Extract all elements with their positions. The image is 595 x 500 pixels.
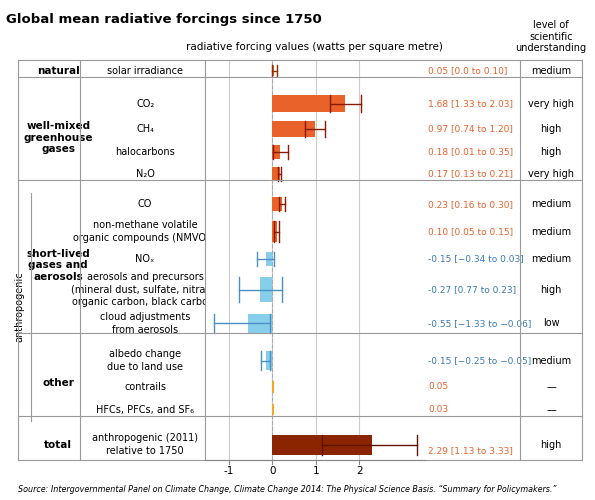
Text: solar irradiance: solar irradiance [107,66,183,76]
Text: 0: 0 [269,466,275,476]
Text: 0.05 [0.0 to 0.10]: 0.05 [0.0 to 0.10] [428,66,508,76]
Text: medium: medium [531,66,571,76]
Text: short-lived
gases and
aerosols: short-lived gases and aerosols [26,249,90,282]
Text: 0.10 [0.05 to 0.15]: 0.10 [0.05 to 0.15] [428,227,513,236]
Bar [261,276,273,302]
Text: high: high [540,440,562,450]
Text: high: high [540,147,562,157]
Text: 0.97 [0.74 to 1.20]: 0.97 [0.74 to 1.20] [428,124,513,134]
Bar [273,166,280,181]
Bar [273,221,277,242]
Text: medium: medium [531,200,571,209]
Text: very high: very high [528,98,574,108]
Text: 0.23 [0.16 to 0.30]: 0.23 [0.16 to 0.30] [428,200,513,209]
Text: contrails: contrails [124,382,166,392]
Bar [248,314,273,332]
Text: HFCs, PFCs, and SF₆: HFCs, PFCs, and SF₆ [96,404,194,414]
Bar [273,381,274,393]
Text: non-methane volatile
organic compounds (NMVOC): non-methane volatile organic compounds (… [73,220,217,243]
Text: halocarbons: halocarbons [115,147,175,157]
Bar [266,352,273,370]
Text: -0.15 [−0.34 to 0.03]: -0.15 [−0.34 to 0.03] [428,254,524,264]
Text: albedo change
due to land use: albedo change due to land use [107,350,183,372]
Text: 1: 1 [312,466,319,476]
Text: -0.27 [0.77 to 0.23]: -0.27 [0.77 to 0.23] [428,285,516,294]
Text: NOₓ: NOₓ [136,254,155,264]
Text: very high: very high [528,168,574,178]
Text: low: low [543,318,559,328]
Text: medium: medium [531,356,571,366]
Bar [273,121,315,136]
Text: Source: Intergovernmental Panel on Climate Change, Climate Change 2014: The Phys: Source: Intergovernmental Panel on Clima… [18,485,556,494]
Text: natural: natural [37,66,80,76]
Text: cloud adjustments
from aerosols: cloud adjustments from aerosols [100,312,190,334]
Text: aerosols and precursors
(mineral dust, sulfate, nitrate,
organic carbon, black c: aerosols and precursors (mineral dust, s… [71,272,219,307]
Bar [273,95,346,112]
Text: total: total [44,440,73,450]
Text: 0.03: 0.03 [428,405,449,414]
Text: 0.17 [0.13 to 0.21]: 0.17 [0.13 to 0.21] [428,169,513,178]
Text: CO: CO [138,200,152,209]
Text: 1.68 [1.33 to 2.03]: 1.68 [1.33 to 2.03] [428,99,513,108]
Text: 0.18 [0.01 to 0.35]: 0.18 [0.01 to 0.35] [428,148,513,156]
Text: N₂O: N₂O [136,168,155,178]
Bar [273,197,282,212]
Text: -0.15 [−0.25 to −0.05]: -0.15 [−0.25 to −0.05] [428,356,532,365]
Text: 2.29 [1.13 to 3.33]: 2.29 [1.13 to 3.33] [428,446,513,455]
Text: high: high [540,284,562,294]
Bar [266,252,273,266]
Bar [273,404,274,415]
Text: level of
scientific
understanding: level of scientific understanding [515,20,587,53]
Text: —: — [546,404,556,414]
Text: anthropogenic: anthropogenic [15,272,24,342]
Text: -0.55 [−1.33 to −0.06]: -0.55 [−1.33 to −0.06] [428,319,532,328]
Text: CH₄: CH₄ [136,124,154,134]
Bar [273,435,372,454]
Text: Global mean radiative forcings since 1750: Global mean radiative forcings since 175… [6,12,322,26]
Text: well-mixed
greenhouse
gases: well-mixed greenhouse gases [24,121,93,154]
Text: CO₂: CO₂ [136,98,154,108]
Text: medium: medium [531,226,571,236]
Text: 0.05: 0.05 [428,382,449,392]
Text: radiative forcing values (watts per square metre): radiative forcing values (watts per squa… [186,42,443,52]
Text: —: — [546,382,556,392]
Bar [273,66,274,76]
Text: 2: 2 [356,466,363,476]
Text: high: high [540,124,562,134]
Bar [273,144,280,159]
Text: other: other [42,378,74,388]
Text: anthropogenic (2011)
relative to 1750: anthropogenic (2011) relative to 1750 [92,434,198,456]
Text: medium: medium [531,254,571,264]
Text: -1: -1 [224,466,234,476]
